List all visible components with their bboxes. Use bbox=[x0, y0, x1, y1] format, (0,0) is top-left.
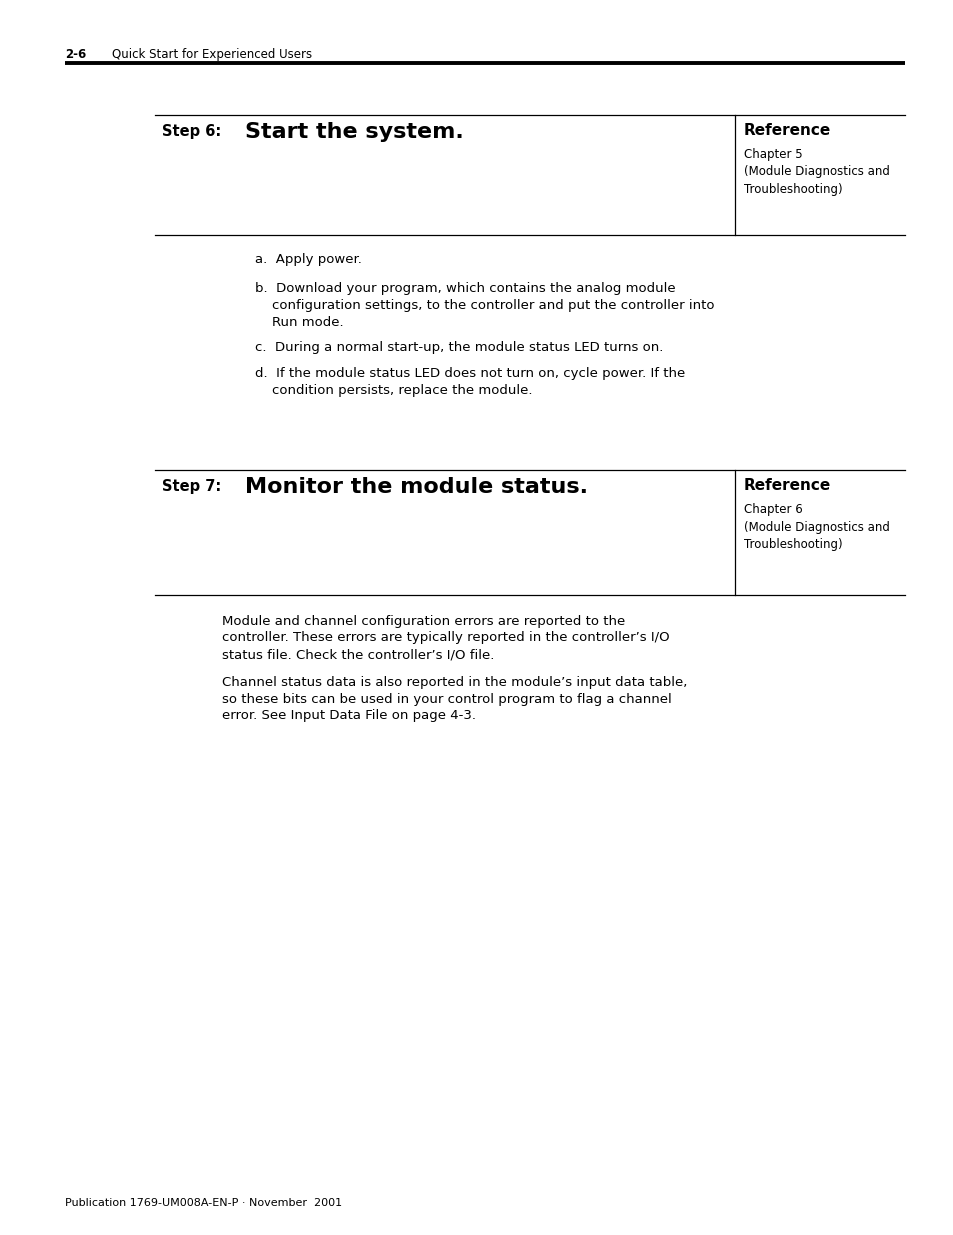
Text: a.  Apply power.: a. Apply power. bbox=[254, 253, 361, 266]
Text: d.  If the module status LED does not turn on, cycle power. If the: d. If the module status LED does not tur… bbox=[254, 367, 684, 380]
Text: 2-6: 2-6 bbox=[65, 48, 86, 61]
Text: configuration settings, to the controller and put the controller into: configuration settings, to the controlle… bbox=[254, 299, 714, 312]
Text: Run mode.: Run mode. bbox=[254, 316, 343, 329]
Text: so these bits can be used in your control program to flag a channel: so these bits can be used in your contro… bbox=[222, 693, 671, 705]
Text: Step 7:: Step 7: bbox=[162, 479, 221, 494]
Text: Reference: Reference bbox=[743, 478, 830, 493]
Text: Module and channel configuration errors are reported to the: Module and channel configuration errors … bbox=[222, 615, 624, 629]
Text: status file. Check the controller’s I/O file.: status file. Check the controller’s I/O … bbox=[222, 648, 494, 661]
Text: Chapter 5
(Module Diagnostics and
Troubleshooting): Chapter 5 (Module Diagnostics and Troubl… bbox=[743, 148, 889, 196]
Text: Start the system.: Start the system. bbox=[245, 122, 463, 142]
Text: Monitor the module status.: Monitor the module status. bbox=[245, 477, 587, 496]
Text: controller. These errors are typically reported in the controller’s I/O: controller. These errors are typically r… bbox=[222, 631, 669, 645]
Text: Chapter 6
(Module Diagnostics and
Troubleshooting): Chapter 6 (Module Diagnostics and Troubl… bbox=[743, 503, 889, 551]
Text: c.  During a normal start-up, the module status LED turns on.: c. During a normal start-up, the module … bbox=[254, 341, 662, 354]
Text: error. See Input Data File on page 4-3.: error. See Input Data File on page 4-3. bbox=[222, 709, 476, 722]
Text: b.  Download your program, which contains the analog module: b. Download your program, which contains… bbox=[254, 282, 675, 295]
Text: Publication 1769-UM008A-EN-P · November  2001: Publication 1769-UM008A-EN-P · November … bbox=[65, 1198, 342, 1208]
Text: Channel status data is also reported in the module’s input data table,: Channel status data is also reported in … bbox=[222, 676, 687, 689]
Text: condition persists, replace the module.: condition persists, replace the module. bbox=[254, 384, 532, 396]
Text: Step 6:: Step 6: bbox=[162, 124, 221, 140]
Text: Reference: Reference bbox=[743, 124, 830, 138]
Text: Quick Start for Experienced Users: Quick Start for Experienced Users bbox=[112, 48, 312, 61]
